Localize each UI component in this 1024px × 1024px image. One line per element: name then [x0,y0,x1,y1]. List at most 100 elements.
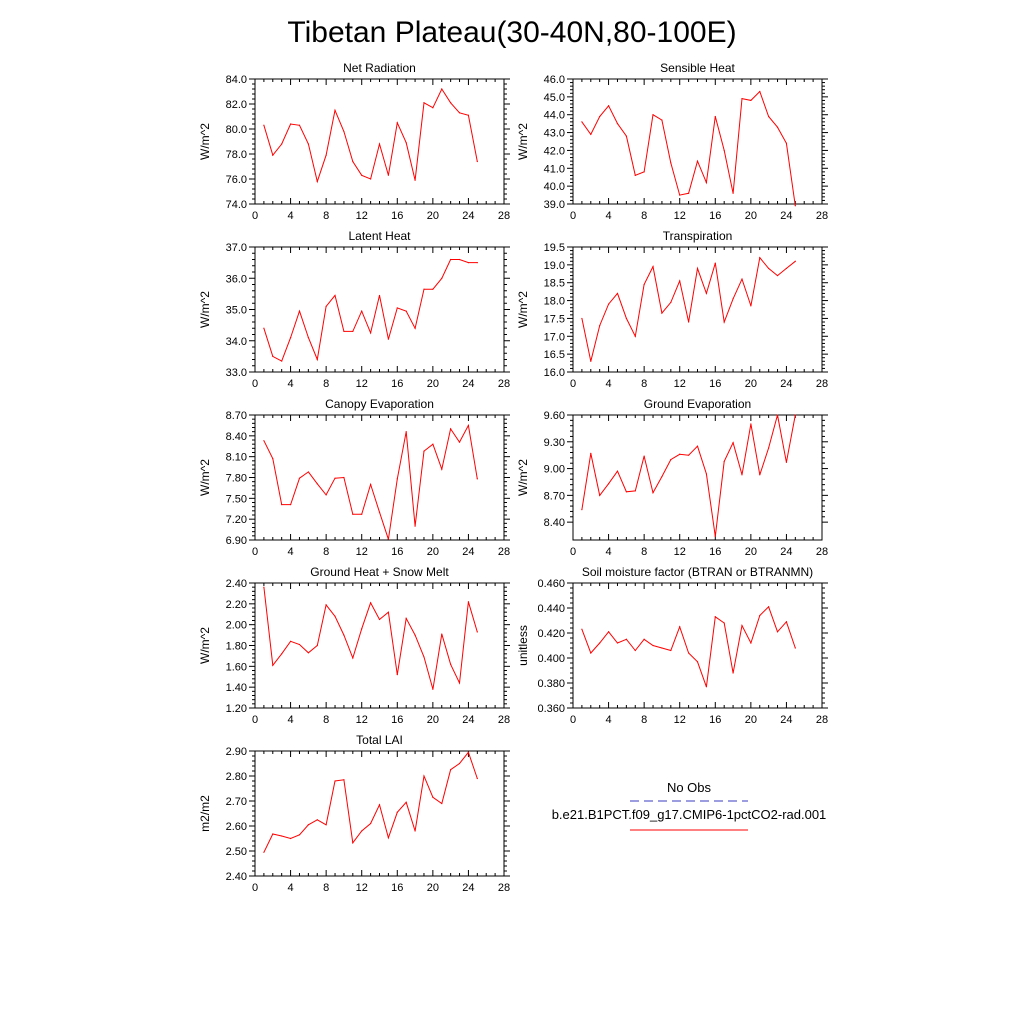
y-tick-label: 39.0 [544,199,565,211]
data-point [696,267,699,270]
data-point [370,602,372,604]
y-tick-label: 2.60 [226,821,247,833]
data-point [696,445,699,447]
x-tick-label: 24 [462,882,474,894]
data-point [768,447,770,449]
data-point [343,779,345,781]
x-tick-label: 16 [391,546,403,558]
y-tick-label: 1.40 [226,682,247,694]
y-tick-label: 16.0 [544,367,565,379]
series-line [263,87,478,184]
data-point [679,453,681,455]
data-point [334,294,336,297]
data-point [467,114,470,116]
x-tick-label: 0 [570,714,576,726]
figure-title: Tibetan Plateau(30-40N,80-100E) [287,16,736,49]
data-point [405,617,407,620]
data-point [634,490,636,492]
data-point [396,811,398,813]
y-tick-label: 2.50 [226,846,247,858]
data-point [759,90,761,93]
y-tick-label: 0.460 [537,578,565,590]
data-point [343,634,345,636]
data-point [272,833,274,835]
data-point [423,775,425,777]
legend-label-model: b.e21.B1PCT.f09_g17.CMIP6-1pctCO2-rad.00… [552,807,827,822]
data-point [723,622,725,624]
data-point [316,358,318,361]
y-tick-label: 43.0 [544,128,565,140]
data-point [741,278,743,280]
x-tick-label: 4 [288,378,294,390]
data-point [794,260,796,262]
x-tick-label: 28 [498,210,510,222]
x-tick-label: 8 [323,210,329,222]
data-point [263,327,265,329]
data-point [450,102,452,104]
data-point [307,652,309,654]
x-tick-label: 0 [570,210,576,222]
data-point [414,525,416,527]
data-point [387,538,389,540]
panel-title: Ground Heat + Snow Melt [310,565,449,579]
x-tick-label: 24 [780,210,792,222]
data-point [423,288,425,290]
series-line [581,90,796,206]
data-point [263,440,265,442]
x-tick-label: 20 [745,210,757,222]
data-point [759,474,761,476]
x-tick-label: 4 [288,210,294,222]
data-point [794,647,796,649]
x-tick-label: 4 [288,714,294,726]
data-point [714,115,716,118]
data-point [272,664,274,666]
data-point [307,143,309,145]
data-point [661,312,663,314]
y-tick-label: 2.90 [226,746,247,758]
data-point [476,631,478,633]
x-tick-label: 24 [462,714,474,726]
panels-group: Net Radiation W/m^2 0 4 8 12 16 20 24 28 74.0 76.0 7… [198,61,828,894]
plot-frame [572,582,823,709]
panel-2: Latent Heat W/m^2 0 4 8 12 16 20 24 28 33.0 34.0 35.… [198,229,510,390]
x-tick-label: 8 [323,714,329,726]
x-tick-label: 12 [674,714,686,726]
data-point [441,468,443,470]
data-point [652,114,654,116]
x-tick-label: 4 [606,714,612,726]
data-point [741,98,743,100]
plot-frame [254,582,505,709]
y-axis-label: W/m^2 [198,627,212,664]
data-point [298,310,301,312]
data-point [450,663,452,665]
data-point [361,310,363,312]
data-point [705,292,707,295]
data-point [370,332,372,334]
data-point [581,509,583,511]
x-tick-label: 16 [391,210,403,222]
data-point [741,474,743,476]
y-tick-label: 1.60 [226,661,247,673]
panel-title: Net Radiation [343,61,416,75]
plot-frame [572,78,823,205]
data-point [670,162,672,164]
data-point [607,105,610,107]
data-point [316,180,318,183]
data-point [625,491,627,493]
plot-frame [254,246,505,373]
data-point [476,262,478,264]
data-point [334,109,336,111]
data-point [378,804,381,806]
data-point [298,124,301,126]
data-point [263,124,265,126]
x-tick-label: 4 [606,546,612,558]
data-point [281,360,283,362]
x-tick-label: 4 [288,882,294,894]
data-point [696,661,699,663]
data-point [750,642,752,644]
x-tick-label: 20 [745,546,757,558]
data-point [785,461,788,463]
y-tick-label: 2.00 [226,620,247,632]
x-tick-label: 28 [816,546,828,558]
x-tick-label: 16 [391,714,403,726]
